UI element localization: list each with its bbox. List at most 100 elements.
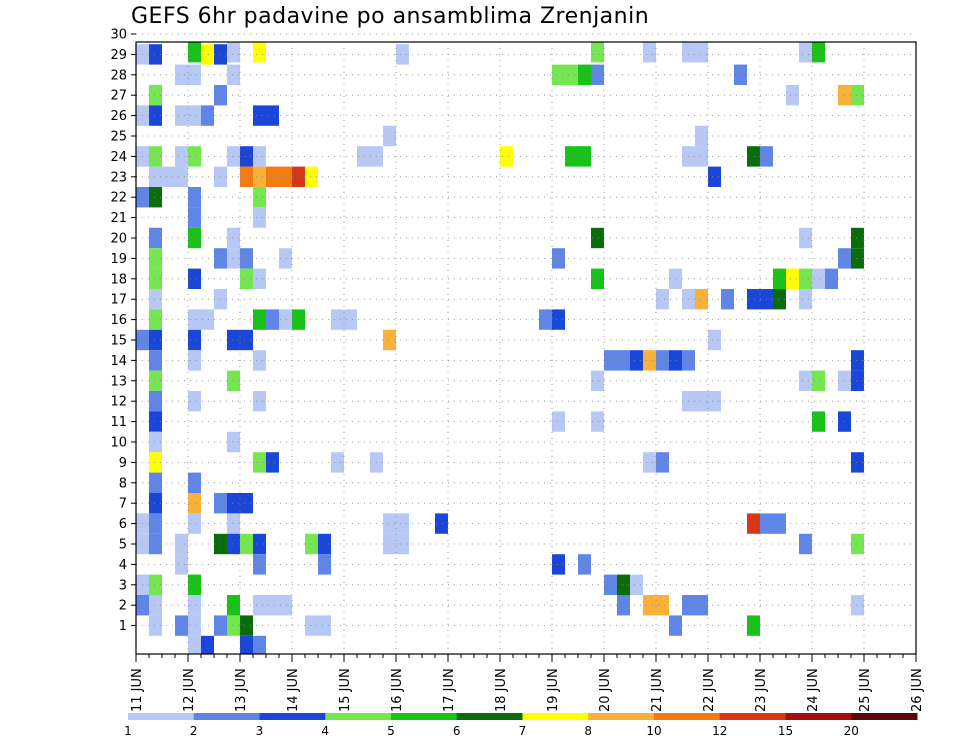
legend-swatch (128, 713, 195, 720)
heatmap-cell (149, 411, 162, 432)
heatmap-cell (253, 207, 266, 228)
heatmap-cell (383, 513, 396, 534)
heatmap-cell (331, 309, 344, 330)
heatmap-cell (227, 595, 240, 616)
heatmap-cell (552, 554, 565, 575)
heatmap-cell (227, 615, 240, 636)
heatmap-cell (617, 595, 630, 616)
heatmap-cell (175, 146, 188, 167)
legend-swatch (719, 713, 786, 720)
heatmap-cell (591, 370, 604, 391)
legend-label: 3 (256, 724, 264, 738)
heatmap-cell (149, 452, 162, 473)
heatmap-cell (227, 42, 240, 63)
heatmap-cell (708, 391, 721, 412)
heatmap-cell (149, 391, 162, 412)
heatmap-cell (578, 64, 591, 85)
heatmap-cell (695, 125, 708, 147)
heatmap-cell (253, 595, 266, 616)
heatmap-cell (578, 146, 591, 167)
heatmap-cell (396, 513, 409, 534)
heatmap-cell (682, 42, 695, 63)
color-legend: 1 2 3 4 5 6 7 8 10 12 15 20 (124, 713, 918, 738)
heatmap-cell (253, 309, 266, 330)
heatmap-cell (149, 187, 162, 208)
y-tick-label: 19 (110, 252, 127, 267)
legend-swatch (325, 713, 392, 720)
legend-label: 10 (646, 724, 661, 738)
heatmap-cell (669, 615, 682, 636)
heatmap-cell (721, 289, 734, 310)
heatmap-cell (175, 554, 188, 575)
heatmap-cell (188, 391, 201, 412)
heatmap-cell (253, 268, 266, 289)
heatmap-cell (227, 146, 240, 167)
legend-label: 7 (519, 724, 527, 738)
heatmap-cell (149, 472, 162, 493)
heatmap-cell (227, 227, 240, 249)
heatmap-cell (149, 44, 162, 65)
y-tick-label: 27 (110, 89, 127, 104)
heatmap-cell (435, 513, 448, 534)
heatmap-cell (695, 146, 708, 167)
heatmap-cell (708, 166, 721, 187)
heatmap-cell (162, 166, 175, 187)
y-tick-label: 5 (119, 538, 127, 553)
heatmap-cell (539, 309, 552, 330)
legend-label: 4 (321, 724, 329, 738)
y-tick-label: 4 (119, 558, 127, 573)
y-tick-label: 20 (110, 232, 127, 247)
x-tick-label: 11 JUN (130, 668, 145, 712)
heatmap-cell (695, 289, 708, 310)
y-tick-label: 15 (110, 334, 127, 349)
legend-label: 15 (778, 724, 793, 738)
heatmap-cell (643, 42, 656, 63)
heatmap-cell (357, 146, 370, 167)
heatmap-cell (552, 248, 565, 269)
heatmap-cell (253, 554, 266, 575)
heatmap-cell (812, 268, 825, 289)
x-tick-label: 16 JUN (390, 668, 405, 712)
heatmap-cell (149, 329, 162, 351)
y-tick-label: 22 (110, 191, 127, 206)
heatmap-cell (591, 42, 604, 63)
heatmap-cell (318, 533, 331, 555)
y-tick-label: 12 (110, 395, 127, 410)
heatmap-cell (695, 595, 708, 616)
heatmap-cell (669, 350, 682, 371)
heatmap-cell (188, 472, 201, 493)
heatmap-cell (149, 431, 162, 453)
heatmap-cell (253, 42, 266, 63)
heatmap-cell (266, 105, 279, 126)
heatmap-cell (396, 533, 409, 555)
heatmap-cell (227, 64, 240, 85)
y-tick-label: 17 (110, 293, 127, 308)
y-tick-label: 13 (110, 374, 127, 389)
heatmap-cell (240, 493, 253, 514)
heatmap-cell (656, 350, 669, 371)
y-tick-label: 29 (110, 48, 127, 63)
y-tick-label: 23 (110, 170, 127, 185)
y-tick-label: 10 (110, 436, 127, 451)
legend-swatch (456, 713, 523, 720)
heatmap-cell (253, 146, 266, 167)
heatmap-cell (851, 595, 864, 616)
heatmap-cell (851, 227, 864, 249)
heatmap-cell (227, 533, 240, 555)
heatmap-cell (305, 166, 318, 187)
heatmap-cell (201, 105, 214, 126)
x-tick-label: 22 JUN (702, 668, 717, 712)
heatmap-cell (773, 289, 786, 310)
heatmap-cell (188, 187, 201, 208)
heatmap-cell (643, 350, 656, 371)
heatmap-cell (708, 329, 721, 351)
heatmap-cell (812, 411, 825, 432)
x-tick-label: 20 JUN (598, 668, 613, 712)
x-tick-label: 13 JUN (234, 668, 249, 712)
heatmap-cell (669, 268, 682, 289)
x-tick-label: 24 JUN (806, 668, 821, 712)
heatmap-cell (747, 289, 760, 310)
x-tick-label: 17 JUN (442, 668, 457, 712)
y-tick-label: 11 (110, 415, 127, 430)
heatmap-cell (188, 329, 201, 351)
